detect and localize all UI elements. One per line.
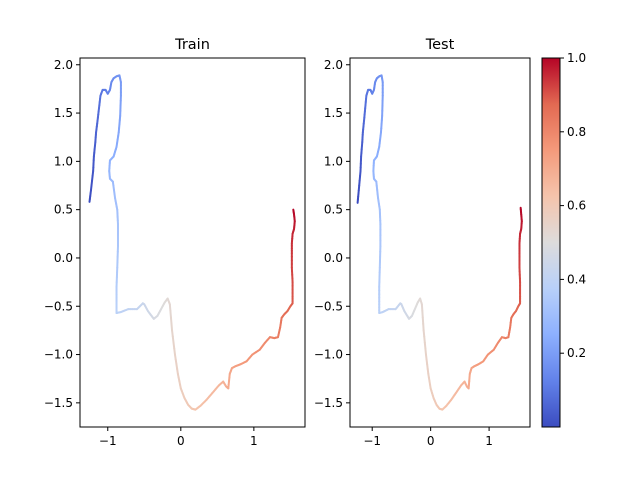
colorbar: 0.2 0.4 0.6 0.8 1.0 xyxy=(541,51,586,428)
trajectory-segment xyxy=(168,303,172,312)
colorbar-tick-label: 1.0 xyxy=(567,51,586,65)
y-tick-label: −1.0 xyxy=(314,348,343,362)
x-tick-label: −1 xyxy=(99,434,117,448)
test-panel: Test −1 0 1 −1.5 −1.0 −0.5 0.0 0.5 1.0 1.5 2.0 xyxy=(314,37,531,448)
x-tick-label: 1 xyxy=(485,434,493,448)
x-tick-label: −1 xyxy=(363,434,381,448)
y-tick-label: 1.0 xyxy=(324,154,343,168)
trajectory-segment xyxy=(422,329,426,338)
trajectory-segment xyxy=(423,341,427,350)
colorbar-ticks: 0.2 0.4 0.6 0.8 1.0 xyxy=(560,51,586,360)
y-tick-label: 1.5 xyxy=(324,106,343,120)
trajectory-segment xyxy=(169,309,172,319)
colorbar-gradient xyxy=(541,57,561,428)
colorbar-tick-label: 0.4 xyxy=(567,272,586,286)
train-ticks: −1 0 1 −1.5 −1.0 −0.5 0.0 0.5 1.0 1.5 2.0 xyxy=(44,58,258,448)
trajectory-segment xyxy=(173,347,176,356)
train-trajectory xyxy=(88,74,296,411)
trajectory-segment xyxy=(172,341,176,350)
train-title: Train xyxy=(174,37,210,53)
colorbar-tick-label: 0.8 xyxy=(567,125,586,139)
test-title: Test xyxy=(425,37,455,53)
y-tick-label: −1.5 xyxy=(44,396,73,410)
colorbar-tick-label: 0.2 xyxy=(567,346,586,360)
y-tick-label: −0.5 xyxy=(314,299,343,313)
x-tick-label: 0 xyxy=(177,434,185,448)
test-trajectory xyxy=(356,74,523,411)
y-tick-label: −0.5 xyxy=(44,299,73,313)
train-axes-frame xyxy=(79,57,306,428)
y-tick-label: 2.0 xyxy=(324,58,343,72)
trajectory-segment xyxy=(423,335,426,344)
train-panel: Train −1 0 1 −1.5 −1.0 −0.5 0.0 0.5 1.0 1.5 2.0 xyxy=(44,37,306,448)
test-ticks: −1 0 1 −1.5 −1.0 −0.5 0.0 0.5 1.0 1.5 2.0 xyxy=(314,58,493,448)
x-tick-label: 1 xyxy=(250,434,258,448)
test-axes-frame xyxy=(349,57,531,428)
y-tick-label: −1.5 xyxy=(314,396,343,410)
y-tick-label: −1.0 xyxy=(44,348,73,362)
trajectory-segment xyxy=(169,316,173,325)
y-tick-label: 1.5 xyxy=(54,106,73,120)
x-tick-label: 0 xyxy=(427,434,435,448)
y-tick-label: 1.0 xyxy=(54,154,73,168)
trajectory-segment xyxy=(170,322,174,332)
y-tick-label: 0.0 xyxy=(54,251,73,265)
trajectory-segment xyxy=(171,335,175,344)
trajectory-segment xyxy=(171,329,174,338)
y-tick-label: 0.0 xyxy=(324,251,343,265)
y-tick-label: 2.0 xyxy=(54,58,73,72)
trajectory-segment xyxy=(424,347,427,356)
colorbar-tick-label: 0.6 xyxy=(567,199,586,213)
y-tick-label: 0.5 xyxy=(54,203,73,217)
y-tick-label: 0.5 xyxy=(324,203,343,217)
